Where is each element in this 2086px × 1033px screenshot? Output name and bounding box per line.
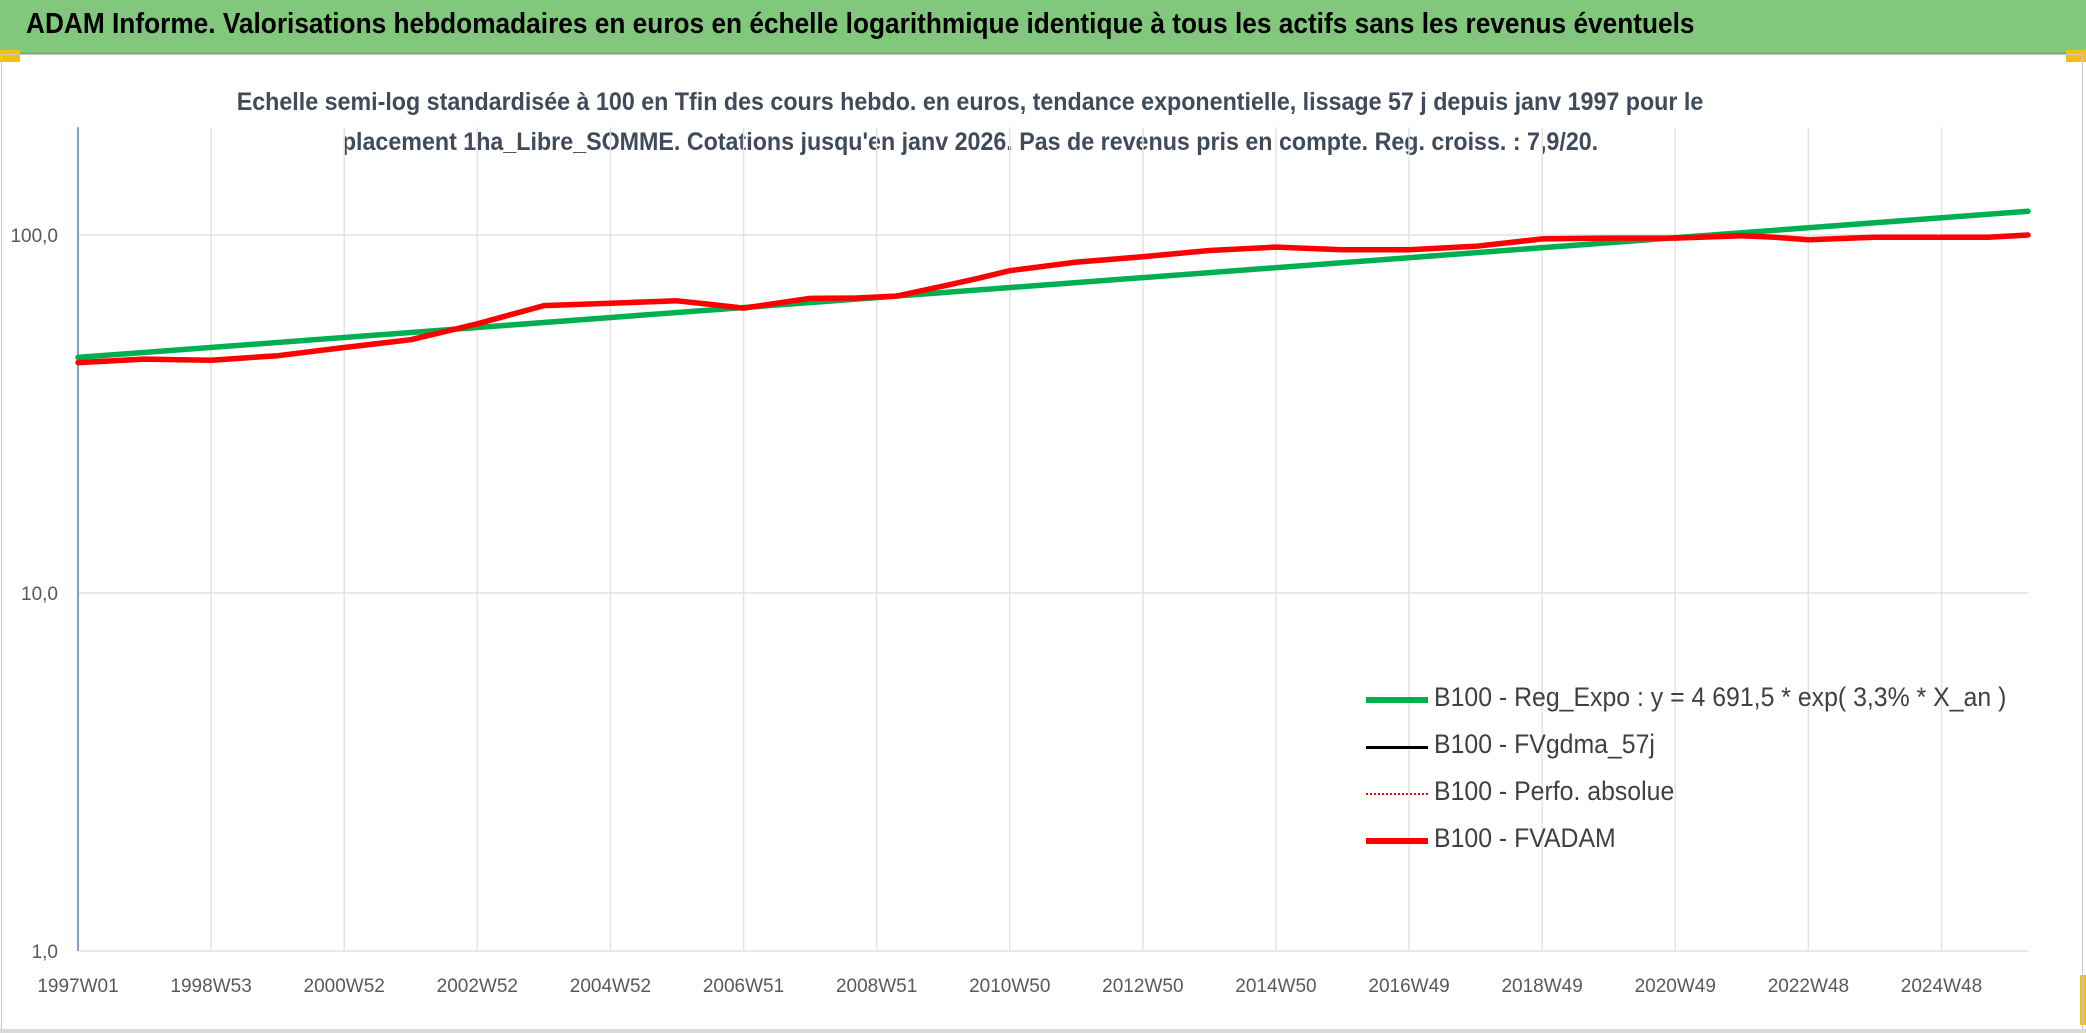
x-tick-label: 2016W49 (1368, 976, 1449, 997)
legend-swatch-red (1366, 838, 1428, 844)
legend-item-fvgdma: B100 - FVgdma_57j (1366, 727, 2046, 767)
x-tick-label: 1998W53 (170, 976, 251, 997)
corner-mark-bottom-right (2080, 975, 2086, 1025)
chart-title-line-2: placement 1ha_Libre_SOMME. Cotations jus… (341, 128, 1599, 156)
x-tick-label: 2002W52 (437, 976, 518, 997)
y-tick-label: 1,0 (32, 942, 58, 963)
x-tick-label: 2014W50 (1235, 976, 1316, 997)
legend-label-fvgdma: B100 - FVgdma_57j (1434, 729, 1655, 759)
x-tick-label: 2006W51 (703, 976, 784, 997)
x-tick-label: 2012W50 (1102, 976, 1183, 997)
y-tick-label: 100,0 (10, 226, 58, 247)
bottom-border (0, 1029, 2086, 1033)
legend-item-perfo: B100 - Perfo. absolue (1366, 774, 2046, 814)
legend-swatch-black (1366, 746, 1428, 749)
x-tick-label: 2004W52 (570, 976, 651, 997)
corner-mark-left (0, 50, 20, 62)
series-reg-expo-line (75, 208, 2031, 361)
x-tick-label: 2000W52 (304, 976, 385, 997)
legend-label-reg-expo: B100 - Reg_Expo : y = 4 691,5 * exp( 3,3… (1434, 682, 2007, 712)
x-tick-label: 2020W49 (1635, 976, 1716, 997)
x-tick-label: 2010W50 (969, 976, 1050, 997)
report-title: ADAM Informe. Valorisations hebdomadaire… (26, 8, 1695, 40)
legend-label-fvadam: B100 - FVADAM (1434, 823, 1616, 853)
legend-swatch-green (1366, 697, 1428, 703)
x-tick-label: 2024W48 (1901, 976, 1982, 997)
legend-swatch-red-dotted (1366, 793, 1428, 795)
y-tick-label: 10,0 (21, 584, 58, 605)
x-tick-label: 1997W01 (37, 976, 118, 997)
x-tick-label: 2008W51 (836, 976, 917, 997)
legend-label-perfo: B100 - Perfo. absolue (1434, 776, 1675, 806)
corner-mark-right (2066, 50, 2086, 62)
series-fvadam-line (75, 232, 2031, 366)
legend-item-fvadam: B100 - FVADAM (1366, 821, 2046, 861)
report-header: ADAM Informe. Valorisations hebdomadaire… (0, 0, 2086, 54)
chart-title-line-1: Echelle semi-log standardisée à 100 en T… (236, 88, 1704, 116)
legend-item-reg-expo: B100 - Reg_Expo : y = 4 691,5 * exp( 3,3… (1366, 680, 2046, 720)
x-tick-label: 2018W49 (1501, 976, 1582, 997)
x-tick-label: 2022W48 (1768, 976, 1849, 997)
